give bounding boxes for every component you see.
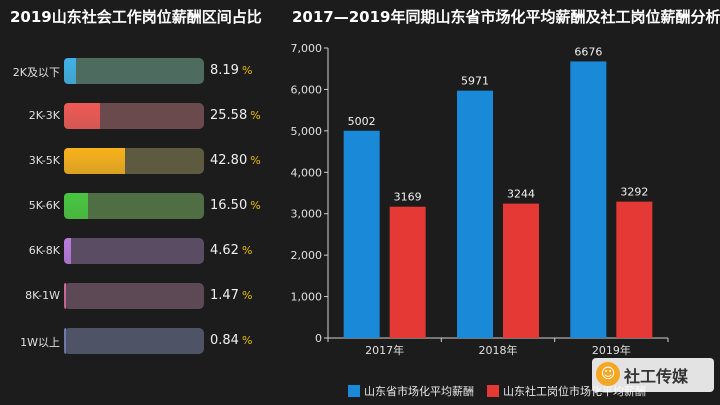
y-tick-label: 1,000 — [291, 291, 323, 304]
range-bar — [64, 103, 101, 129]
percent-sign: % — [241, 244, 253, 257]
bar-social-work-salary — [503, 203, 539, 338]
bar-market-salary — [457, 90, 493, 338]
right-chart-title: 2017—2019年同期山东省市场化平均薪酬及社工岗位薪酬分析 — [292, 8, 720, 26]
legend-swatch-series-1 — [348, 385, 360, 397]
percent-sign: % — [250, 199, 261, 212]
y-tick-label: 0 — [315, 332, 322, 345]
range-bar — [64, 238, 71, 264]
range-bar — [64, 193, 88, 219]
range-value-label: 16.50% — [210, 198, 261, 213]
range-value: 25.58 — [210, 108, 248, 123]
range-value-label: 4.62% — [210, 243, 252, 258]
range-label: 3K-5K — [28, 154, 60, 167]
y-tick-label: 6,000 — [291, 83, 323, 96]
range-label: 6K-8K — [28, 244, 60, 257]
range-value: 4.62 — [210, 243, 239, 258]
range-value: 8.19 — [210, 63, 239, 78]
y-tick-label: 7,000 — [291, 42, 323, 55]
range-bar — [64, 283, 67, 309]
range-row: 3K-5K 42.80% — [0, 148, 261, 174]
range-value-label: 0.84% — [210, 333, 252, 348]
range-value: 16.50 — [210, 198, 248, 213]
range-track — [64, 58, 204, 84]
range-label: 5K-6K — [28, 199, 60, 212]
range-label: 2K及以下 — [12, 66, 60, 79]
percent-sign: % — [241, 334, 253, 347]
y-tick-label: 4,000 — [291, 166, 323, 179]
bar-value-label: 6676 — [574, 45, 602, 58]
bar-value-label: 5002 — [348, 115, 376, 128]
bar-social-work-salary — [616, 201, 653, 338]
percent-sign: % — [241, 289, 253, 302]
range-value-label: 25.58% — [210, 108, 261, 123]
range-label: 1W以上 — [20, 336, 60, 349]
range-bar — [64, 328, 66, 354]
range-value-label: 8.19% — [210, 63, 252, 78]
bar-value-label: 3292 — [620, 186, 648, 199]
range-row: 5K-6K 16.50% — [0, 193, 261, 219]
x-tick-label: 2018年 — [479, 343, 518, 357]
percent-sign: % — [250, 154, 261, 167]
range-track — [64, 238, 204, 264]
range-value-label: 1.47% — [210, 288, 252, 303]
bar-value-label: 5971 — [461, 75, 489, 88]
range-track — [64, 328, 204, 354]
range-value: 0.84 — [210, 333, 239, 348]
range-row: 8K-1W 1.47% — [0, 283, 260, 309]
range-bar — [64, 148, 125, 174]
range-row: 1W以上 0.84% — [0, 328, 260, 354]
legend-swatch-series-2 — [487, 385, 499, 397]
range-row: 2K-3K 25.58% — [0, 103, 261, 129]
brand-text: 社工传媒 — [624, 367, 689, 386]
brand-logo-icon: ☺ — [596, 362, 620, 386]
bar-social-work-salary — [389, 206, 426, 338]
bar-value-label: 3169 — [394, 191, 422, 204]
range-value: 1.47 — [210, 288, 239, 303]
legend-label-series-1: 山东省市场化平均薪酬 — [364, 385, 474, 398]
range-label: 8K-1W — [25, 289, 60, 302]
y-tick-label: 2,000 — [291, 249, 323, 262]
range-bar — [64, 58, 76, 84]
y-tick-label: 3,000 — [291, 208, 323, 221]
x-tick-label: 2017年 — [365, 343, 404, 357]
range-value-label: 42.80% — [210, 153, 261, 168]
range-label: 2K-3K — [28, 109, 60, 122]
bar-value-label: 3244 — [507, 188, 535, 201]
range-track — [64, 283, 204, 309]
left-chart-title: 2019山东社会工作岗位薪酬区间占比 — [10, 8, 262, 26]
bar-market-salary — [570, 61, 607, 339]
bar-market-salary — [343, 130, 380, 338]
x-tick-label: 2019年 — [592, 343, 631, 357]
range-row: 6K-8K 4.62% — [0, 238, 260, 264]
range-row: 2K及以下 8.19% — [0, 58, 260, 84]
y-tick-label: 5,000 — [291, 125, 323, 138]
legend-item-series-1: 山东省市场化平均薪酬 — [348, 383, 474, 399]
percent-sign: % — [241, 64, 253, 77]
brand-watermark: ☺ 社工传媒 — [592, 358, 714, 392]
range-value: 42.80 — [210, 153, 248, 168]
percent-sign: % — [250, 109, 261, 122]
